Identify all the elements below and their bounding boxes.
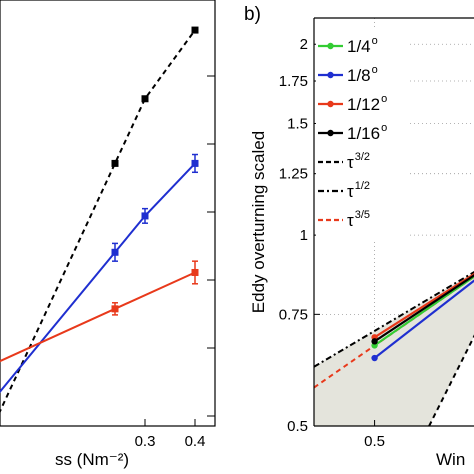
- legend-marker: [327, 71, 334, 79]
- panel-b-y-tick-label: 1.5: [287, 115, 308, 132]
- panel-a-point: [141, 95, 149, 103]
- legend-entry: τ 3/5: [318, 209, 370, 230]
- panel-b-point: [371, 354, 378, 362]
- panel-b-legend: 1/4 o1/8 o1/12 o1/16 oτ 3/2τ 1/2τ 3/5: [316, 30, 408, 242]
- panel-b-series-line: [373, 272, 474, 339]
- panel-a-x-tick-label: 0.4: [185, 433, 206, 450]
- legend-label: 1/16: [347, 124, 380, 143]
- panel-b-marks: [313, 270, 474, 427]
- panel-a-point: [111, 159, 119, 167]
- panel-a-x-axis-label: ss (Nm⁻²): [55, 450, 129, 469]
- panel-a-point: [191, 159, 199, 167]
- legend-label-superscript: 3/2: [355, 151, 370, 163]
- panel-b-label: b): [244, 4, 261, 25]
- legend-label-superscript: 3/5: [355, 209, 370, 221]
- legend-label-superscript: o: [381, 93, 387, 105]
- legend-label-superscript: o: [381, 122, 387, 134]
- legend-marker: [327, 42, 334, 50]
- panel-b-series-line: [373, 275, 474, 347]
- panel-a-point: [111, 248, 119, 256]
- legend-entry: 1/4 o: [318, 35, 378, 56]
- legend-label-superscript: o: [372, 64, 378, 76]
- legend-marker: [327, 100, 334, 108]
- legend-label: 1/8: [347, 66, 371, 85]
- panel-a-series-line: [0, 162, 196, 394]
- panel-b-ticks: 0.5 0.75 1 1.25 1.5 1.75 2 0.5: [279, 36, 385, 450]
- panel-b-y-tick-label: 1.75: [279, 73, 308, 90]
- legend-marker: [327, 129, 334, 137]
- legend-entry: τ 1/2: [318, 180, 370, 201]
- panel-b-series-line: [373, 279, 474, 359]
- panel-a-ticks: 0.3 0.4: [135, 75, 215, 450]
- panel-a-point: [111, 305, 119, 313]
- panel-a-x-tick-label: 0.3: [135, 433, 156, 450]
- panel-b-point: [371, 338, 378, 345]
- panel-a-series-line: [0, 29, 196, 414]
- legend-entry: 1/8 o: [318, 64, 378, 85]
- panel-b-x-tick-label: 0.5: [364, 433, 385, 450]
- legend-label-superscript: 1/2: [355, 180, 370, 192]
- panel-a-axes-box: [0, 0, 216, 427]
- legend-entry: τ 3/2: [318, 151, 370, 172]
- panel-b-series-line: [373, 274, 474, 343]
- legend-label: 1/12: [347, 95, 380, 114]
- panel-b-y-tick-label: 0.75: [279, 306, 308, 323]
- panel-b-y-tick-label: 1: [300, 227, 308, 244]
- panel-b: b) 0.5 0.75 1 1.25 1.5 1.75 2 0.5 Eddy overturn…: [244, 4, 474, 469]
- panel-b-y-tick-label: 0.5: [287, 418, 308, 435]
- panel-a-marks: [0, 26, 199, 414]
- legend-label: τ: [347, 182, 354, 201]
- panel-a-point: [191, 26, 199, 34]
- panel-a-point: [141, 212, 149, 220]
- panel-b-x-axis-label: Win: [436, 450, 465, 469]
- panel-b-y-tick-label: 1.25: [279, 166, 308, 183]
- legend-entry: 1/16 o: [318, 122, 387, 143]
- panel-b-y-axis-label: Eddy overturning scaled: [249, 131, 268, 313]
- legend-label: τ: [347, 211, 354, 230]
- panel-a-point: [191, 268, 199, 276]
- legend-label-superscript: o: [372, 35, 378, 47]
- legend-label: 1/4: [347, 37, 371, 56]
- panel-a: 0.3 0.4 ss (Nm⁻²): [0, 0, 216, 469]
- panel-b-y-tick-label: 2: [300, 36, 308, 53]
- legend-entry: 1/12 o: [318, 93, 387, 114]
- legend-label: τ: [347, 153, 354, 172]
